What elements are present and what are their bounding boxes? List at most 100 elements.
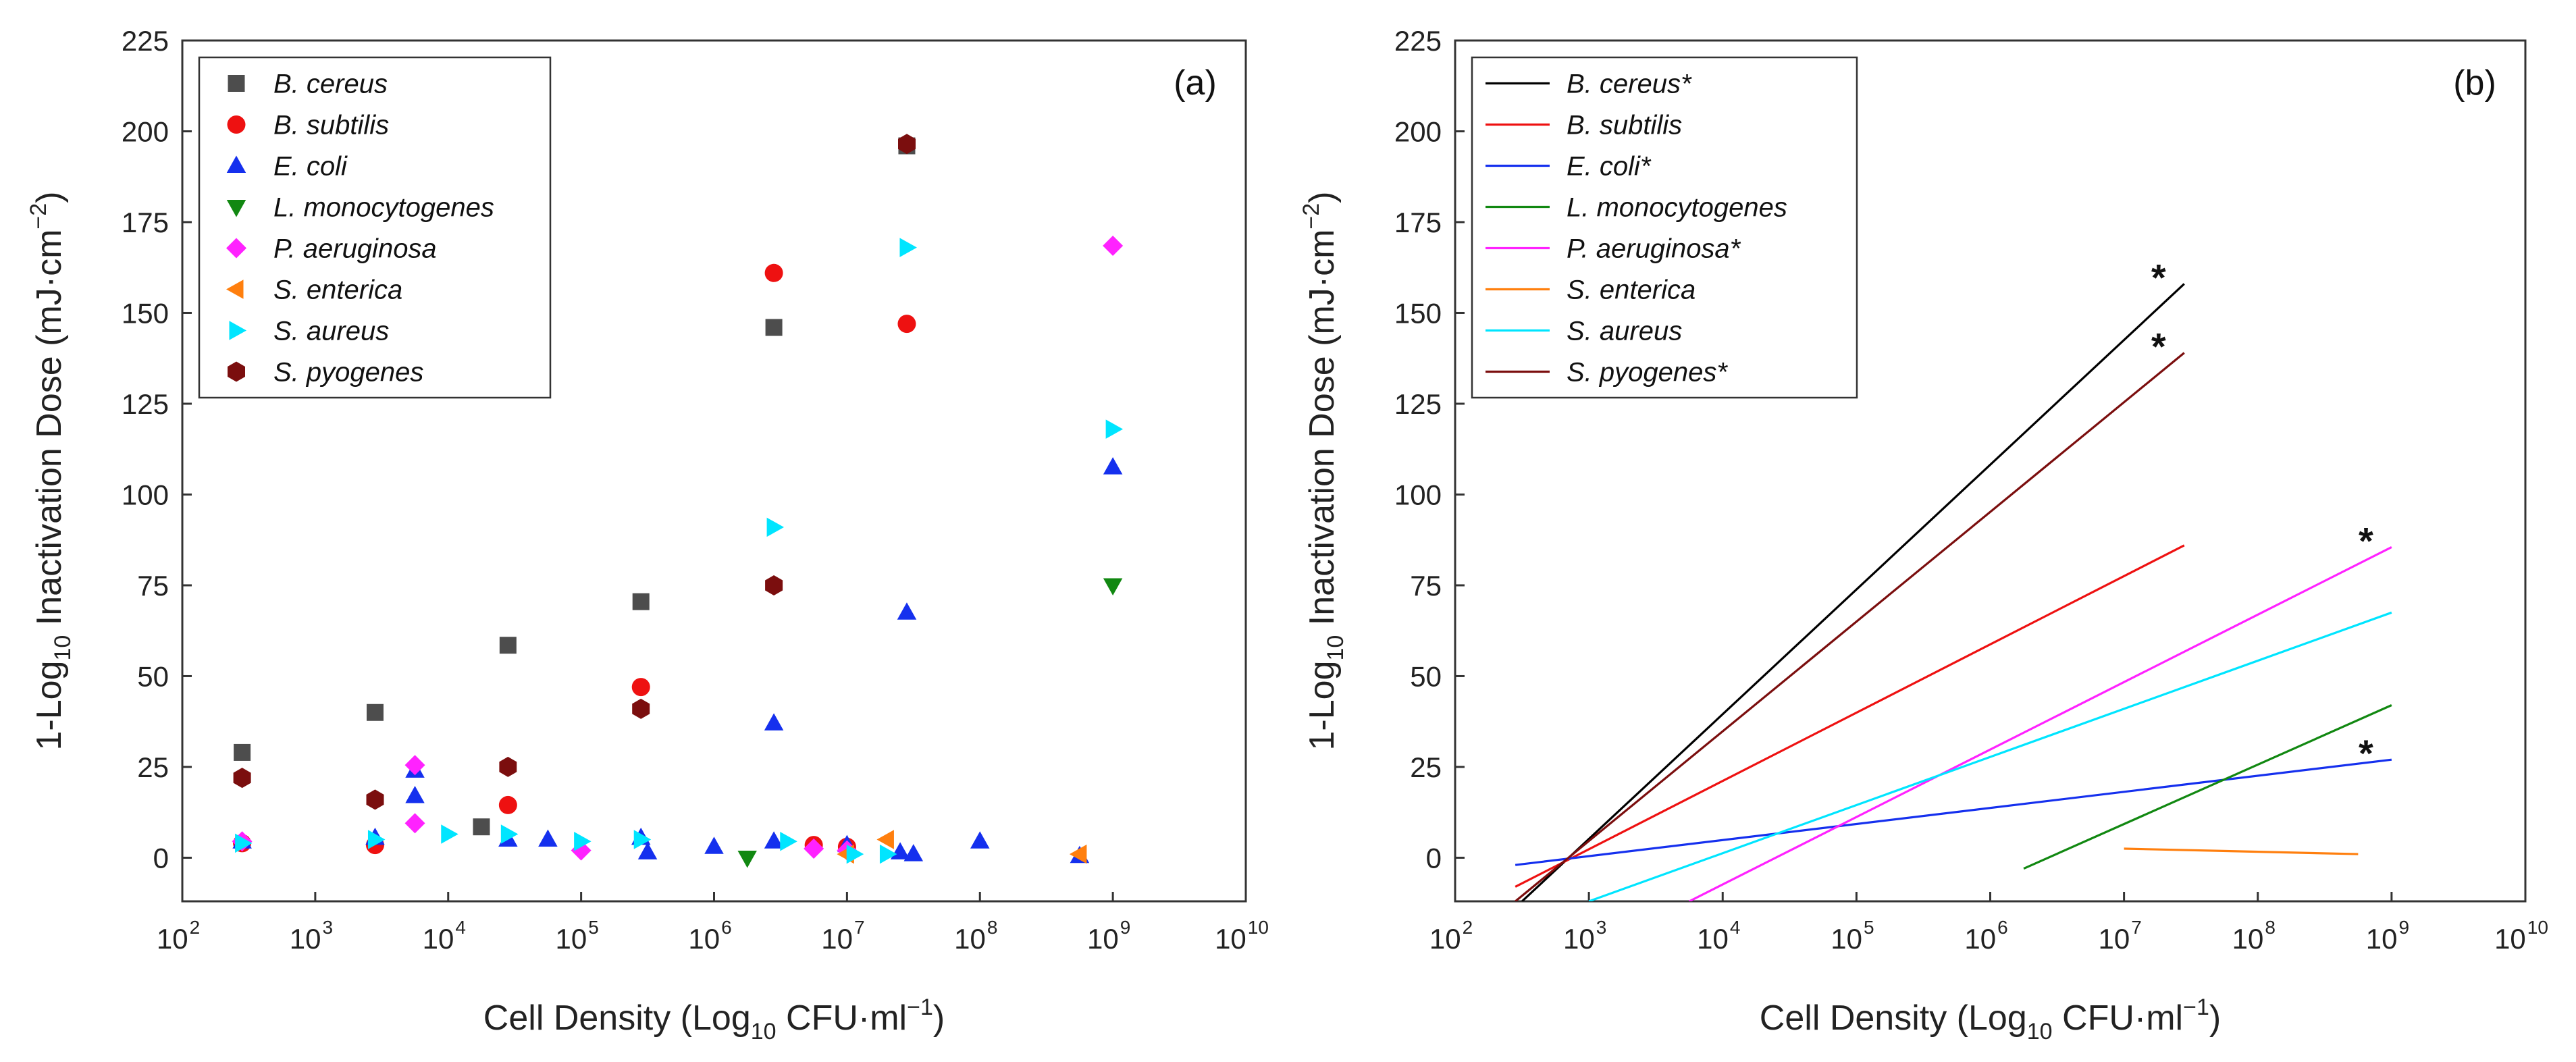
y-axis-title: 1-Log10 Inactivation Dose (mJ·cm−2) xyxy=(1298,192,1348,751)
data-point-s-aureus xyxy=(1105,419,1124,439)
y-tick-label: 0 xyxy=(1426,842,1442,874)
data-point-e-coli xyxy=(405,785,425,803)
x-tick-label: 108 xyxy=(954,917,997,955)
y-tick-label: 175 xyxy=(122,207,169,238)
x-tick-label: 107 xyxy=(821,917,864,955)
data-point-s-aureus xyxy=(500,824,519,844)
legend-marker-e-coli xyxy=(226,155,246,173)
trend-line-b-cereus xyxy=(1521,283,2185,901)
x-tick-exponent: 10 xyxy=(1248,917,1269,938)
significance-star: * xyxy=(2359,519,2373,562)
legend-label-s-pyogenes: S. pyogenes xyxy=(273,358,423,388)
x-tick-exponent: 3 xyxy=(1596,917,1607,938)
x-tick-exponent: 2 xyxy=(190,917,201,938)
x-tick-label: 1010 xyxy=(2494,917,2548,955)
data-point-e-coli xyxy=(970,831,990,849)
y-tick-label: 225 xyxy=(1394,25,1442,57)
x-axis-title-main: Cell Density (Log xyxy=(483,999,751,1038)
data-point-s-pyogenes xyxy=(765,575,783,595)
y-tick-label: 100 xyxy=(122,479,169,510)
panel-label: (a) xyxy=(1174,63,1217,103)
legend-label-s-pyogenes: S. pyogenes* xyxy=(1567,358,1728,388)
legend-label-b-cereus: B. cereus xyxy=(273,70,388,99)
x-tick-label: 102 xyxy=(157,917,200,955)
y-tick-label: 125 xyxy=(1394,388,1442,420)
data-point-s-enterica xyxy=(876,830,894,849)
legend-label-l-monocytogenes: L. monocytogenes xyxy=(273,193,494,223)
x-tick-label: 106 xyxy=(1964,917,2007,955)
legend-label-s-aureus: S. aureus xyxy=(1567,317,1682,346)
data-point-b-cereus xyxy=(473,818,490,836)
data-point-b-cereus xyxy=(499,637,517,654)
x-tick-label: 104 xyxy=(423,917,466,955)
y-tick-label: 75 xyxy=(1410,570,1442,602)
trend-line-s-pyogenes xyxy=(1515,352,2185,901)
data-point-p-aeruginosa xyxy=(1103,235,1124,256)
y-axis-title-main: Inactivation Dose (mJ·cm xyxy=(30,230,69,635)
data-point-e-coli xyxy=(897,602,917,620)
y-axis-title: 1-Log10 Inactivation Dose (mJ·cm−2) xyxy=(26,192,76,751)
x-tick-exponent: 7 xyxy=(854,917,865,938)
data-point-s-aureus xyxy=(766,517,785,537)
x-axis-title: Cell Density (Log10 CFU·ml−1) xyxy=(483,994,945,1044)
x-axis-title-rest: CFU·ml xyxy=(777,999,908,1038)
series-s-pyogenes xyxy=(233,134,916,810)
data-point-e-coli xyxy=(704,837,724,854)
data-point-b-subtilis xyxy=(764,263,783,282)
data-point-e-coli xyxy=(764,831,784,849)
data-point-e-coli xyxy=(538,829,558,847)
y-axis-title-pre: 1-Log xyxy=(30,660,69,750)
legend-label-b-subtilis: B. subtilis xyxy=(1567,111,1682,140)
y-tick-label: 0 xyxy=(153,842,169,874)
y-axis-title-pre: 1-Log xyxy=(1303,660,1342,750)
data-point-b-subtilis xyxy=(631,678,650,697)
x-tick-label: 105 xyxy=(555,917,598,955)
y-axis-title-end: ) xyxy=(1303,192,1342,203)
series-s-aureus xyxy=(235,238,1124,864)
data-point-s-aureus xyxy=(235,833,253,853)
x-axis-title-end: ) xyxy=(2209,999,2221,1038)
y-axis-title-sup: −2 xyxy=(26,203,51,230)
y-tick-label: 175 xyxy=(1394,207,1442,238)
legend-label-p-aeruginosa: P. aeruginosa xyxy=(273,234,437,264)
data-point-s-aureus xyxy=(899,238,917,257)
trend-line-b-subtilis xyxy=(1515,544,2185,888)
x-tick-label: 109 xyxy=(2366,917,2409,955)
legend-marker-s-pyogenes xyxy=(228,361,245,382)
trend-line-p-aeruginosa xyxy=(1688,546,2392,901)
x-tick-label: 1010 xyxy=(1215,917,1269,955)
legend-label-s-enterica: S. enterica xyxy=(1567,275,1696,305)
x-tick-label: 106 xyxy=(688,917,731,955)
y-tick-label: 150 xyxy=(1394,297,1442,329)
x-tick-label: 103 xyxy=(290,917,333,955)
legend-marker-s-enterica xyxy=(226,280,244,299)
x-axis-title-end: ) xyxy=(933,999,945,1038)
data-point-s-aureus xyxy=(879,844,897,864)
x-tick-label: 108 xyxy=(2232,917,2276,955)
trend-line-e-coli xyxy=(1515,758,2392,866)
y-tick-label: 25 xyxy=(137,751,169,783)
plot-area xyxy=(1515,283,2392,901)
y-axis-title-sup: −2 xyxy=(1298,203,1324,230)
x-tick-exponent: 4 xyxy=(455,917,466,938)
legend-label-s-aureus: S. aureus xyxy=(273,317,389,346)
data-point-b-cereus xyxy=(366,703,384,721)
data-point-s-pyogenes xyxy=(233,768,251,789)
y-tick-label: 50 xyxy=(137,660,169,692)
x-tick-exponent: 10 xyxy=(2527,917,2548,938)
data-point-s-aureus xyxy=(441,824,458,844)
y-tick-label: 200 xyxy=(122,115,169,147)
x-tick-exponent: 5 xyxy=(1864,917,1874,938)
trend-line-l-monocytogenes xyxy=(2023,704,2392,870)
legend-label-p-aeruginosa: P. aeruginosa* xyxy=(1567,234,1741,264)
x-tick-exponent: 6 xyxy=(721,917,732,938)
y-axis-title-sub: 10 xyxy=(1323,635,1348,661)
x-axis-title-sup: −1 xyxy=(2183,994,2209,1020)
data-point-s-aureus xyxy=(367,830,386,849)
data-point-s-aureus xyxy=(574,831,592,851)
x-tick-exponent: 6 xyxy=(1997,917,2008,938)
x-tick-label: 109 xyxy=(1087,917,1130,955)
